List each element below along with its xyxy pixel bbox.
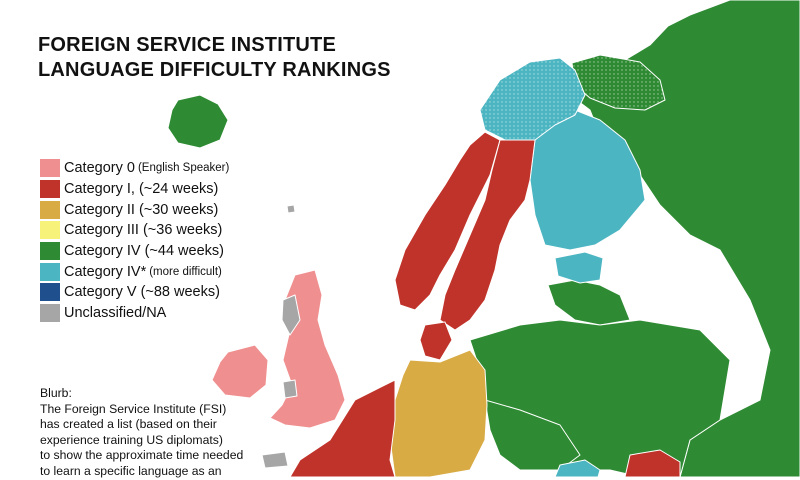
legend-swatch	[40, 159, 60, 178]
legend: Category 0 (English Speaker) Category I,…	[40, 158, 229, 324]
map-title: FOREIGN SERVICE INSTITUTE LANGUAGE DIFFI…	[38, 33, 391, 83]
legend-label: Category IV*	[64, 263, 147, 280]
legend-note: (more difficult)	[149, 265, 222, 278]
legend-item: Category IV* (more difficult)	[40, 261, 229, 282]
legend-swatch	[40, 242, 60, 261]
blurb-line: The Foreign Service Institute (FSI)	[40, 401, 227, 416]
region-romania	[624, 449, 681, 477]
legend-item: Category IV (~44 weeks)	[40, 241, 229, 262]
blurb-line: has created a list (based on their	[40, 417, 217, 432]
region-netherlands-france	[289, 379, 396, 477]
region-finland	[529, 109, 646, 251]
region-ireland	[211, 344, 269, 399]
legend-swatch	[40, 304, 60, 323]
region-wales	[282, 379, 298, 399]
blurb-heading: Blurb:	[40, 386, 72, 400]
blurb-line: to show the approximate time needed	[40, 448, 244, 463]
region-denmark	[419, 321, 453, 361]
title-line-1: FOREIGN SERVICE INSTITUTE	[38, 34, 336, 56]
legend-item: Category 0 (English Speaker)	[40, 158, 229, 179]
dot-overlay-sapmi	[480, 58, 585, 140]
legend-label: Unclassified/NA	[64, 305, 167, 322]
legend-label: Category IV (~44 weeks)	[64, 243, 224, 260]
region-shetland	[286, 204, 296, 214]
region-estonia	[554, 251, 604, 284]
dot-overlay-kola	[572, 55, 665, 110]
region-sweden	[439, 139, 536, 331]
legend-swatch	[40, 221, 60, 240]
legend-item: Unclassified/NA	[40, 303, 229, 324]
legend-label: Category I, (~24 weeks)	[64, 181, 219, 198]
region-brittany	[261, 451, 289, 469]
legend-swatch	[40, 262, 60, 281]
region-iceland	[167, 94, 229, 149]
blurb-line: to learn a specific language as an	[40, 463, 222, 478]
title-line-2: LANGUAGE DIFFICULTY RANKINGS	[38, 59, 391, 81]
blurb-line: experience training US diplomats)	[40, 432, 223, 447]
region-great-britain	[269, 269, 346, 429]
blurb-text: Blurb: The Foreign Service Institute (FS…	[40, 386, 276, 480]
legend-swatch	[40, 283, 60, 302]
region-hungary	[554, 459, 601, 477]
legend-label: Category II (~30 weeks)	[64, 201, 219, 218]
legend-item: Category III (~36 weeks)	[40, 220, 229, 241]
legend-swatch	[40, 180, 60, 199]
legend-label: Category III (~36 weeks)	[64, 222, 223, 239]
legend-label: Category V (~88 weeks)	[64, 284, 220, 301]
region-baltics	[547, 279, 631, 326]
legend-note: (English Speaker)	[137, 162, 230, 175]
legend-item: Category II (~30 weeks)	[40, 199, 229, 220]
region-scotland-gaelic	[281, 294, 301, 336]
legend-swatch	[40, 200, 60, 219]
legend-item: Category I, (~24 weeks)	[40, 179, 229, 200]
legend-item: Category V (~88 weeks)	[40, 282, 229, 303]
legend-label: Category 0	[64, 160, 135, 177]
region-germany	[389, 349, 488, 477]
region-norway	[394, 131, 501, 311]
